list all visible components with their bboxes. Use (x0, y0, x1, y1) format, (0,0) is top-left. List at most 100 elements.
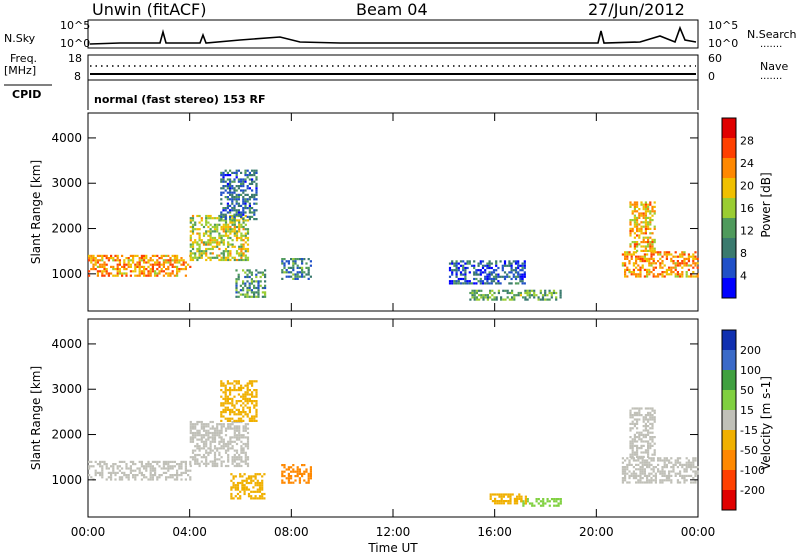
echo-cell (633, 208, 636, 211)
echo-cell (524, 289, 527, 292)
echo-cell (169, 465, 172, 468)
echo-cell (237, 211, 240, 214)
echo-cell (630, 472, 633, 475)
echo-cell (500, 495, 503, 498)
echo-cell (238, 425, 241, 428)
echo-cell (143, 474, 146, 477)
echo-cell (241, 481, 244, 485)
echo-cell (220, 456, 223, 459)
echo-cell (134, 268, 137, 271)
echo-cell (517, 260, 520, 263)
echo-cell (647, 205, 650, 208)
echo-cell (665, 271, 668, 274)
echo-cell (255, 380, 258, 383)
echo-cell (233, 440, 236, 443)
echo-cell (202, 442, 206, 446)
echo-cell (242, 191, 245, 194)
echo-cell (285, 275, 288, 278)
echo-cell (694, 255, 697, 258)
echo-cell (235, 425, 239, 428)
echo-cell (167, 254, 170, 257)
echo-cell (151, 265, 154, 268)
echo-cell (220, 180, 223, 183)
echo-cell (246, 382, 249, 385)
colorbar-tick-label: 12 (740, 225, 754, 238)
echo-cell (687, 474, 690, 477)
freq-tick-top: 18 (68, 52, 82, 65)
echo-cell (455, 260, 458, 263)
echo-cell (651, 232, 654, 235)
echo-cell (629, 243, 632, 246)
echo-cell (165, 476, 168, 479)
echo-cell (244, 234, 247, 237)
echo-cell (235, 462, 239, 465)
echo-cell (218, 429, 221, 432)
echo-cell (169, 460, 172, 463)
echo-cell (242, 202, 245, 205)
echo-cell (301, 262, 304, 265)
echo-cell (557, 504, 560, 507)
echo-cell (661, 459, 664, 462)
echo-cell (209, 449, 212, 452)
echo-cell (229, 228, 232, 231)
echo-cell (229, 193, 232, 196)
echo-cell (244, 293, 247, 296)
echo-cell (238, 245, 241, 248)
echo-cell (621, 457, 624, 460)
echo-cell (649, 414, 652, 417)
echo-cell (103, 263, 106, 266)
echo-cell (624, 472, 627, 475)
echo-cell (220, 445, 223, 448)
echo-cell (235, 295, 238, 298)
echo-cell (222, 185, 225, 188)
echo-cell (290, 470, 293, 473)
echo-cell (624, 257, 627, 260)
echo-cell (233, 178, 236, 181)
echo-cell (246, 275, 249, 279)
echo-cell (464, 262, 467, 265)
echo-cell (661, 468, 664, 471)
echo-cell (668, 268, 671, 271)
echo-cell (526, 289, 529, 292)
echo-cell (246, 232, 250, 235)
echo-cell (469, 298, 472, 301)
echo-cell (636, 444, 639, 447)
echo-cell (309, 475, 312, 478)
echo-cell (118, 478, 121, 481)
echo-cell (638, 212, 641, 215)
echo-cell (194, 458, 197, 461)
echo-cell (116, 272, 119, 275)
echo-cell (240, 449, 243, 452)
echo-cell (481, 264, 485, 267)
echo-cell (674, 459, 677, 462)
echo-cell (247, 481, 251, 485)
echo-cell (132, 469, 135, 472)
echo-cell (665, 474, 668, 477)
echo-cell (220, 191, 223, 194)
echo-cell (246, 462, 250, 465)
echo-cell (216, 427, 219, 430)
echo-cell (149, 272, 152, 275)
echo-cell (236, 492, 240, 496)
echo-cell (294, 470, 297, 473)
echo-cell (242, 451, 245, 454)
echo-cell (229, 258, 232, 262)
echo-cell (209, 230, 212, 233)
echo-cell (633, 216, 636, 219)
echo-cell (202, 252, 206, 255)
echo-cell (200, 256, 203, 259)
echo-cell (523, 264, 526, 267)
echo-cell (523, 273, 526, 276)
echo-cell (229, 402, 232, 405)
echo-cell (507, 502, 510, 505)
echo-cell (254, 484, 257, 487)
echo-cell (149, 478, 152, 481)
echo-cell (696, 257, 699, 260)
echo-cell (303, 479, 306, 482)
echo-cell (194, 431, 197, 435)
echo-cell (495, 273, 498, 276)
echo-cell (519, 294, 522, 297)
echo-cell (220, 427, 223, 430)
echo-cell (209, 436, 212, 439)
echo-cell (255, 185, 258, 188)
